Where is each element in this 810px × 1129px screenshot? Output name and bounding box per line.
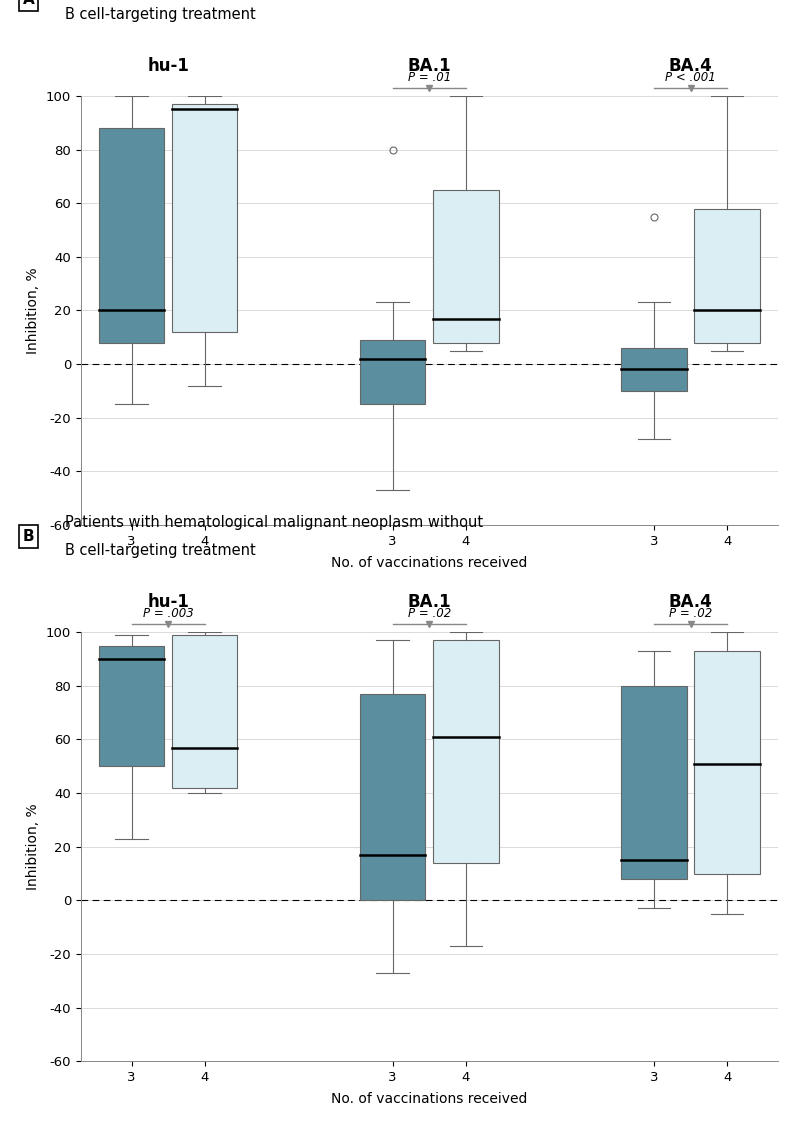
Text: P = .003: P = .003 [143,607,194,620]
Y-axis label: Inhibition, %: Inhibition, % [27,268,40,353]
Bar [360,694,425,901]
Bar [172,634,237,788]
Bar [621,348,687,391]
Text: Patients with hematological malignant neoplasm without: Patients with hematological malignant ne… [65,515,483,531]
Bar [99,646,164,767]
Bar [694,209,760,342]
Text: P = .01: P = .01 [407,71,451,84]
Text: P = .02: P = .02 [669,607,712,620]
Text: P = .02: P = .02 [407,607,451,620]
Bar [172,104,237,332]
Bar [99,128,164,342]
Text: hu-1: hu-1 [147,593,189,611]
Text: A: A [23,0,34,8]
Bar [433,640,498,863]
Text: B cell-targeting treatment: B cell-targeting treatment [65,7,255,23]
Text: B cell-targeting treatment: B cell-targeting treatment [65,543,255,559]
Bar [360,340,425,404]
Text: B: B [23,528,34,544]
X-axis label: No. of vaccinations received: No. of vaccinations received [331,557,527,570]
X-axis label: No. of vaccinations received: No. of vaccinations received [331,1093,527,1106]
Text: P < .001: P < .001 [665,71,716,84]
Text: BA.4: BA.4 [668,56,713,75]
Y-axis label: Inhibition, %: Inhibition, % [27,804,40,890]
Bar [694,651,760,874]
Text: BA.4: BA.4 [668,593,713,611]
Bar [433,190,498,342]
Text: BA.1: BA.1 [407,56,451,75]
Text: BA.1: BA.1 [407,593,451,611]
Bar [621,685,687,878]
Text: hu-1: hu-1 [147,56,189,75]
